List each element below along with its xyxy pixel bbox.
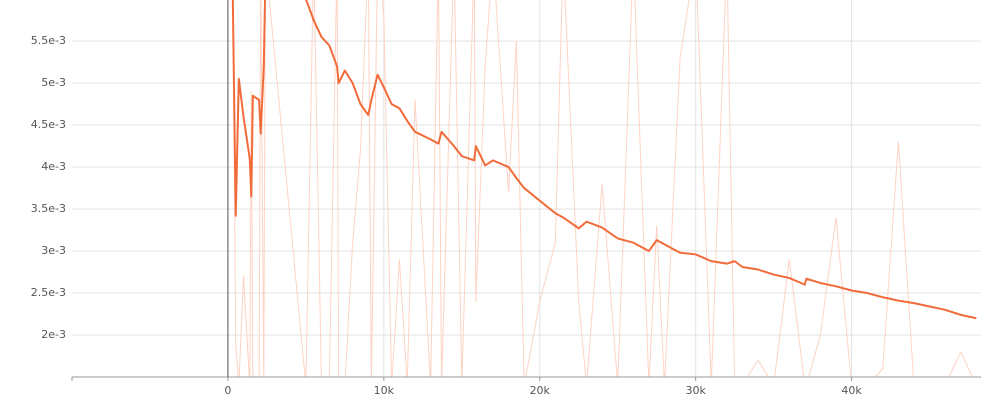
series-line: [231, 0, 977, 320]
axes: 2e-3 2.5e-3 3e-3 3.5e-3 4e-3 4.5e-3 5e-3 5.5e-3…: [31, 0, 981, 397]
x-tick-label: 10k: [374, 384, 395, 397]
grid: [72, 0, 981, 377]
plot-area: [231, 0, 977, 377]
x-tick-label: 20k: [530, 384, 551, 397]
x-tick-label: 40k: [841, 384, 862, 397]
x-tick-label: 30k: [685, 384, 706, 397]
y-tick-label: 2.5e-3: [31, 286, 66, 299]
x-tick-label: 0: [224, 384, 231, 397]
series-line: [232, 0, 973, 377]
y-tick-label: 5.5e-3: [31, 34, 66, 47]
y-tick-label: 2e-3: [41, 328, 66, 341]
y-tick-label: 5e-3: [41, 76, 66, 89]
y-tick-label: 3.5e-3: [31, 202, 66, 215]
y-tick-label: 3e-3: [41, 244, 66, 257]
y-tick-label: 4.5e-3: [31, 118, 66, 131]
y-tick-label: 4e-3: [41, 160, 66, 173]
